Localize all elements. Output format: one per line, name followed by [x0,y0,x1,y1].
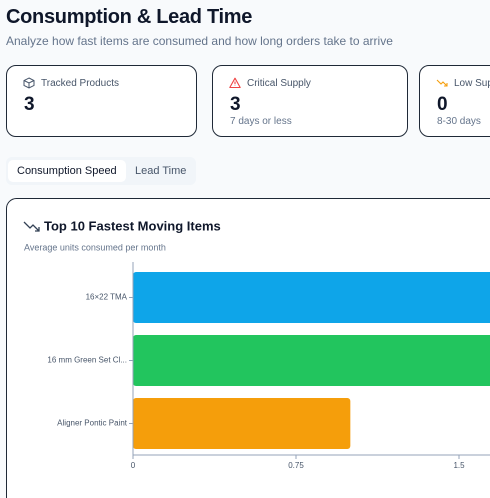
card-label: Low Supply [454,78,490,89]
card-label: Tracked Products [41,78,119,89]
bar [133,398,351,449]
y-tick-label: Aligner Pontic Paint [57,419,128,428]
box-icon [23,77,35,89]
warning-icon [229,77,241,89]
x-tick-label: 0 [131,461,136,470]
stat-card: Low Supply 0 8-30 days [419,65,490,137]
bar [133,335,490,386]
x-tick-label: 1.5 [453,461,465,470]
tab[interactable]: Lead Time [135,165,187,177]
trend-icon [436,79,448,87]
card-value: 0 [437,94,448,115]
page-title: Consumption & Lead Time [6,6,253,28]
y-tick-label: 16 mm Green Set Cl... [47,356,127,365]
card-note: 8-30 days [437,116,481,127]
tab[interactable]: Consumption Speed [8,160,126,182]
chart-card: Top 10 Fastest Moving Items Average unit… [6,198,490,498]
x-tick-label: 0.75 [288,461,304,470]
stat-card: Critical Supply 3 7 days or less [212,65,408,137]
chart-subtitle: Average units consumed per month [24,242,166,252]
bar [133,272,490,323]
card-note: 7 days or less [230,116,292,127]
tab-bar: Consumption Speed Lead Time [6,157,196,185]
page-subtitle: Analyze how fast items are consumed and … [6,34,393,48]
card-value: 3 [24,94,35,115]
trend-icon [23,221,40,232]
chart-title: Top 10 Fastest Moving Items [44,218,221,233]
stat-card: Tracked Products 3 [6,65,197,137]
card-value: 3 [230,94,241,115]
y-tick-label: 16×22 TMA [86,293,128,302]
card-label: Critical Supply [247,78,311,89]
